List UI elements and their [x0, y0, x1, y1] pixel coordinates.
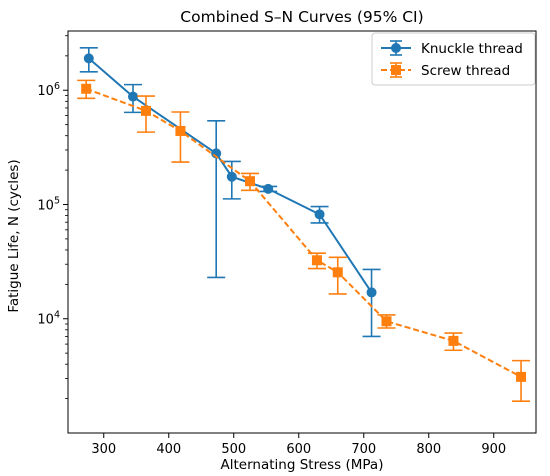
series-2 [77, 79, 531, 402]
legend-marker [391, 43, 401, 53]
legend: Knuckle thread Screw thread [371, 32, 536, 86]
legend-entries: Knuckle thread Screw thread [381, 40, 523, 79]
x-tick-label: 800 [416, 442, 441, 457]
x-tick-label: 600 [286, 442, 311, 457]
error-bar [171, 111, 190, 163]
legend-label: Screw thread [421, 63, 510, 79]
y-tick-label: 104 [37, 310, 60, 328]
data-point [245, 176, 255, 187]
y-tick-base: 10 [37, 84, 54, 99]
data-point [311, 255, 322, 266]
chart-title: Combined S–N Curves (95% CI) [180, 8, 423, 26]
legend-frame [371, 32, 536, 86]
data-point [128, 91, 138, 102]
y-axis-label: Fatigue Life, N (cycles) [6, 159, 22, 312]
x-tick-label: 300 [91, 442, 116, 457]
legend-entry: Knuckle thread [381, 40, 523, 57]
legend-label: Knuckle thread [421, 41, 523, 57]
error-bar [207, 120, 226, 279]
y-tick-exponent: 4 [54, 310, 60, 321]
y-tick-label: 105 [37, 195, 60, 213]
plot-area [67, 30, 537, 434]
y-tick-base: 10 [37, 198, 54, 213]
y-tick-label: 106 [37, 81, 60, 99]
data-point [381, 316, 392, 327]
data-point [263, 183, 274, 194]
data-point [81, 83, 92, 94]
y-tick-exponent: 6 [54, 81, 60, 92]
y-tick-exponent: 5 [54, 195, 60, 206]
legend-marker [391, 65, 401, 75]
x-axis-label: Alternating Stress (MPa) [221, 457, 384, 473]
x-tick-label: 700 [351, 442, 376, 457]
x-tick-label: 400 [156, 442, 181, 457]
data-point [175, 125, 186, 136]
data-point [141, 105, 151, 116]
error-bar [362, 268, 381, 338]
series-layer [77, 47, 531, 402]
series-1 [79, 47, 381, 338]
plot-frame [67, 30, 537, 434]
data-point [226, 171, 237, 182]
legend-entry: Screw thread [381, 62, 510, 79]
data-point [83, 53, 94, 64]
data-point [366, 287, 377, 298]
data-point [314, 209, 325, 220]
data-point [516, 371, 527, 382]
y-tick-base: 10 [37, 313, 54, 328]
x-tick-label: 900 [481, 442, 506, 457]
x-axis: 300 400 500 600 700 800 900 [91, 433, 506, 457]
data-point [448, 335, 459, 346]
x-tick-label: 500 [221, 442, 246, 457]
data-point [332, 267, 343, 278]
